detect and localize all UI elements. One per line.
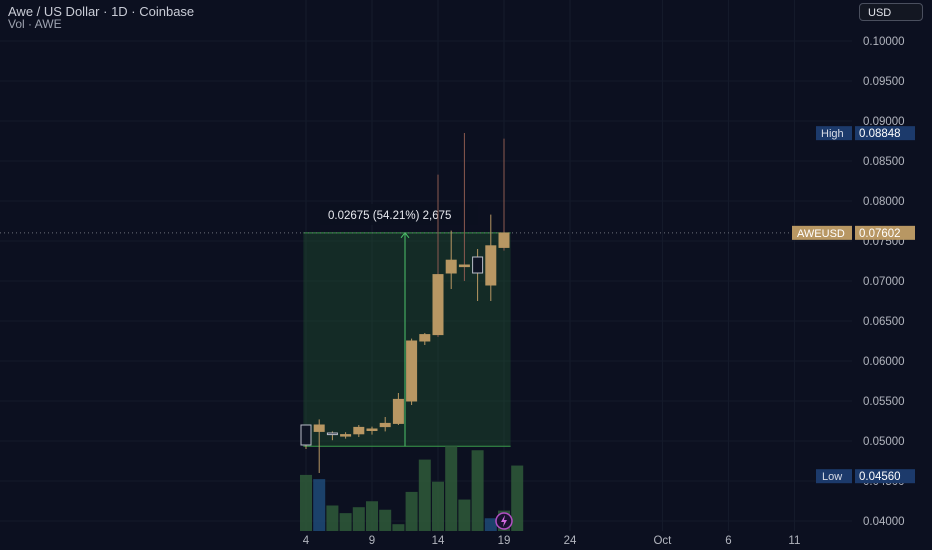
x-tick-label: 6 [725,535,731,547]
candle-body [445,259,457,274]
high-tag-value: 0.08848 [859,128,901,140]
candle-body [458,264,470,268]
volume-bar [300,474,312,531]
last-price-value-bg [855,225,915,240]
candle-body [379,422,391,428]
volume-bar [511,465,524,531]
last-price-value: 0.07602 [859,228,901,240]
volume-bar [471,450,484,531]
volume-bar [313,479,326,531]
y-tick-label: 0.06000 [863,356,905,368]
volume-bar [418,459,431,531]
lightning-bolt-icon [501,515,507,527]
y-tick-label: 0.10000 [863,36,905,48]
volume-bar [392,524,405,531]
low-tag-value: 0.04560 [859,471,901,483]
candle-body [498,232,510,248]
volume-bar [339,513,352,531]
volume-bar [366,501,378,531]
volume-bar [326,505,339,531]
candle-body [419,334,431,342]
volume-bar [379,509,392,531]
candle-body [340,434,352,437]
high-tag-bg [816,126,852,141]
volume-bar [484,518,497,531]
y-tick-label: 0.08500 [863,156,905,168]
x-tick-label: 9 [369,535,375,547]
candle-body [300,424,312,446]
volume-bar [445,446,458,531]
y-tick-label: 0.05000 [863,436,905,448]
low-tag-label: Low [822,471,842,483]
x-tick-label: Oct [653,535,672,547]
candle-body [406,340,418,402]
measure-label: 0.02675 (54.21%) 2,675 [328,210,451,222]
x-tick-label: 14 [432,535,445,547]
candle-body [485,245,497,286]
high-tag-label: High [821,128,844,140]
chart-title: Awe / US Dollar · 1D · Coinbase [8,4,195,19]
candle-body [313,424,325,432]
candle-body [366,428,378,431]
y-tick-label: 0.09000 [863,116,905,128]
volume-bar [458,499,471,531]
candle-body [432,274,444,336]
y-tick-label: 0.06500 [863,316,905,328]
currency-button[interactable]: USD [859,3,923,21]
y-tick-label: 0.05500 [863,396,905,408]
volume-bar [405,491,418,531]
candle-body [353,426,365,435]
y-tick-label: 0.07000 [863,276,905,288]
low-value-bg [855,469,915,484]
last-price-symbol: AWEUSD [797,228,845,240]
candle-body [392,398,404,424]
high-value-bg [855,126,915,141]
low-tag-bg [816,469,852,484]
x-tick-label: 19 [498,535,511,547]
last-price-symbol-bg [792,225,852,240]
volume-legend: Vol · AWE [8,17,62,31]
candle-body [326,432,338,436]
x-tick-label: 11 [788,535,800,547]
volume-bar [432,481,444,531]
candle-body [472,256,484,274]
x-tick-label: 4 [303,535,310,547]
y-tick-label: 0.04000 [863,516,905,528]
y-tick-label: 0.08000 [863,196,905,208]
x-tick-label: 24 [564,535,577,547]
y-tick-label: 0.09500 [863,76,905,88]
volume-bar [352,507,365,531]
